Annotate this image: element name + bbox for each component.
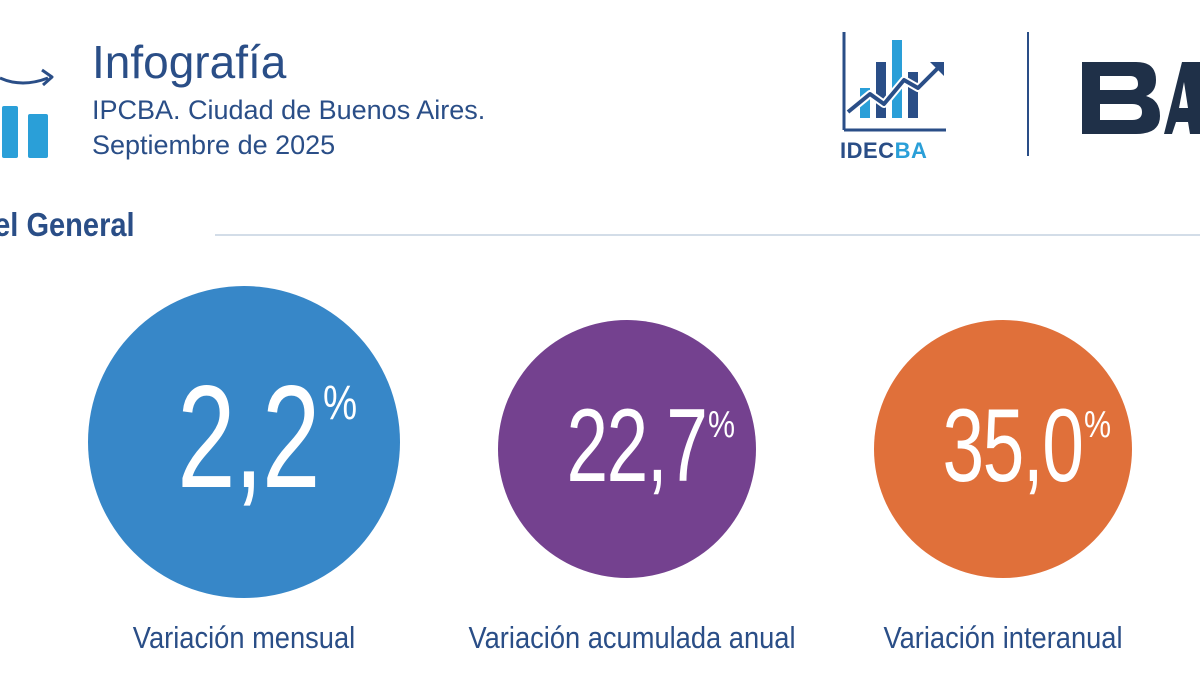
- stat-caption: Variación acumulada anual: [468, 620, 796, 655]
- stat-value: 22,7: [566, 388, 707, 504]
- stat-caption: Variación interanual: [883, 620, 1123, 655]
- stat-circle-yearly: 35,0 %: [874, 320, 1132, 578]
- stat-caption: Variación mensual: [132, 620, 356, 655]
- section-divider: [215, 234, 1200, 236]
- section-title: vel General: [0, 206, 135, 243]
- stat-circle-cumulative: 22,7 %: [498, 320, 756, 578]
- page-date: Septiembre de 2025: [92, 130, 336, 160]
- stat-unit: %: [1084, 404, 1112, 446]
- stat-unit: %: [708, 404, 736, 446]
- page-subtitle: IPCBA. Ciudad de Buenos Aires.: [92, 95, 486, 125]
- stat-unit: %: [323, 377, 358, 430]
- page-title: Infografía: [92, 36, 287, 88]
- chart-arrow-icon: [0, 68, 54, 158]
- idecba-logo-text: IDECBA: [840, 138, 928, 163]
- ba-logo: [1082, 62, 1200, 134]
- stat-value: 2,2: [177, 355, 320, 518]
- stat-value: 35,0: [942, 388, 1083, 504]
- stat-circle-monthly: 2,2 %: [88, 286, 400, 598]
- header-divider: [1027, 32, 1029, 156]
- idecba-logo-icon: [842, 32, 946, 132]
